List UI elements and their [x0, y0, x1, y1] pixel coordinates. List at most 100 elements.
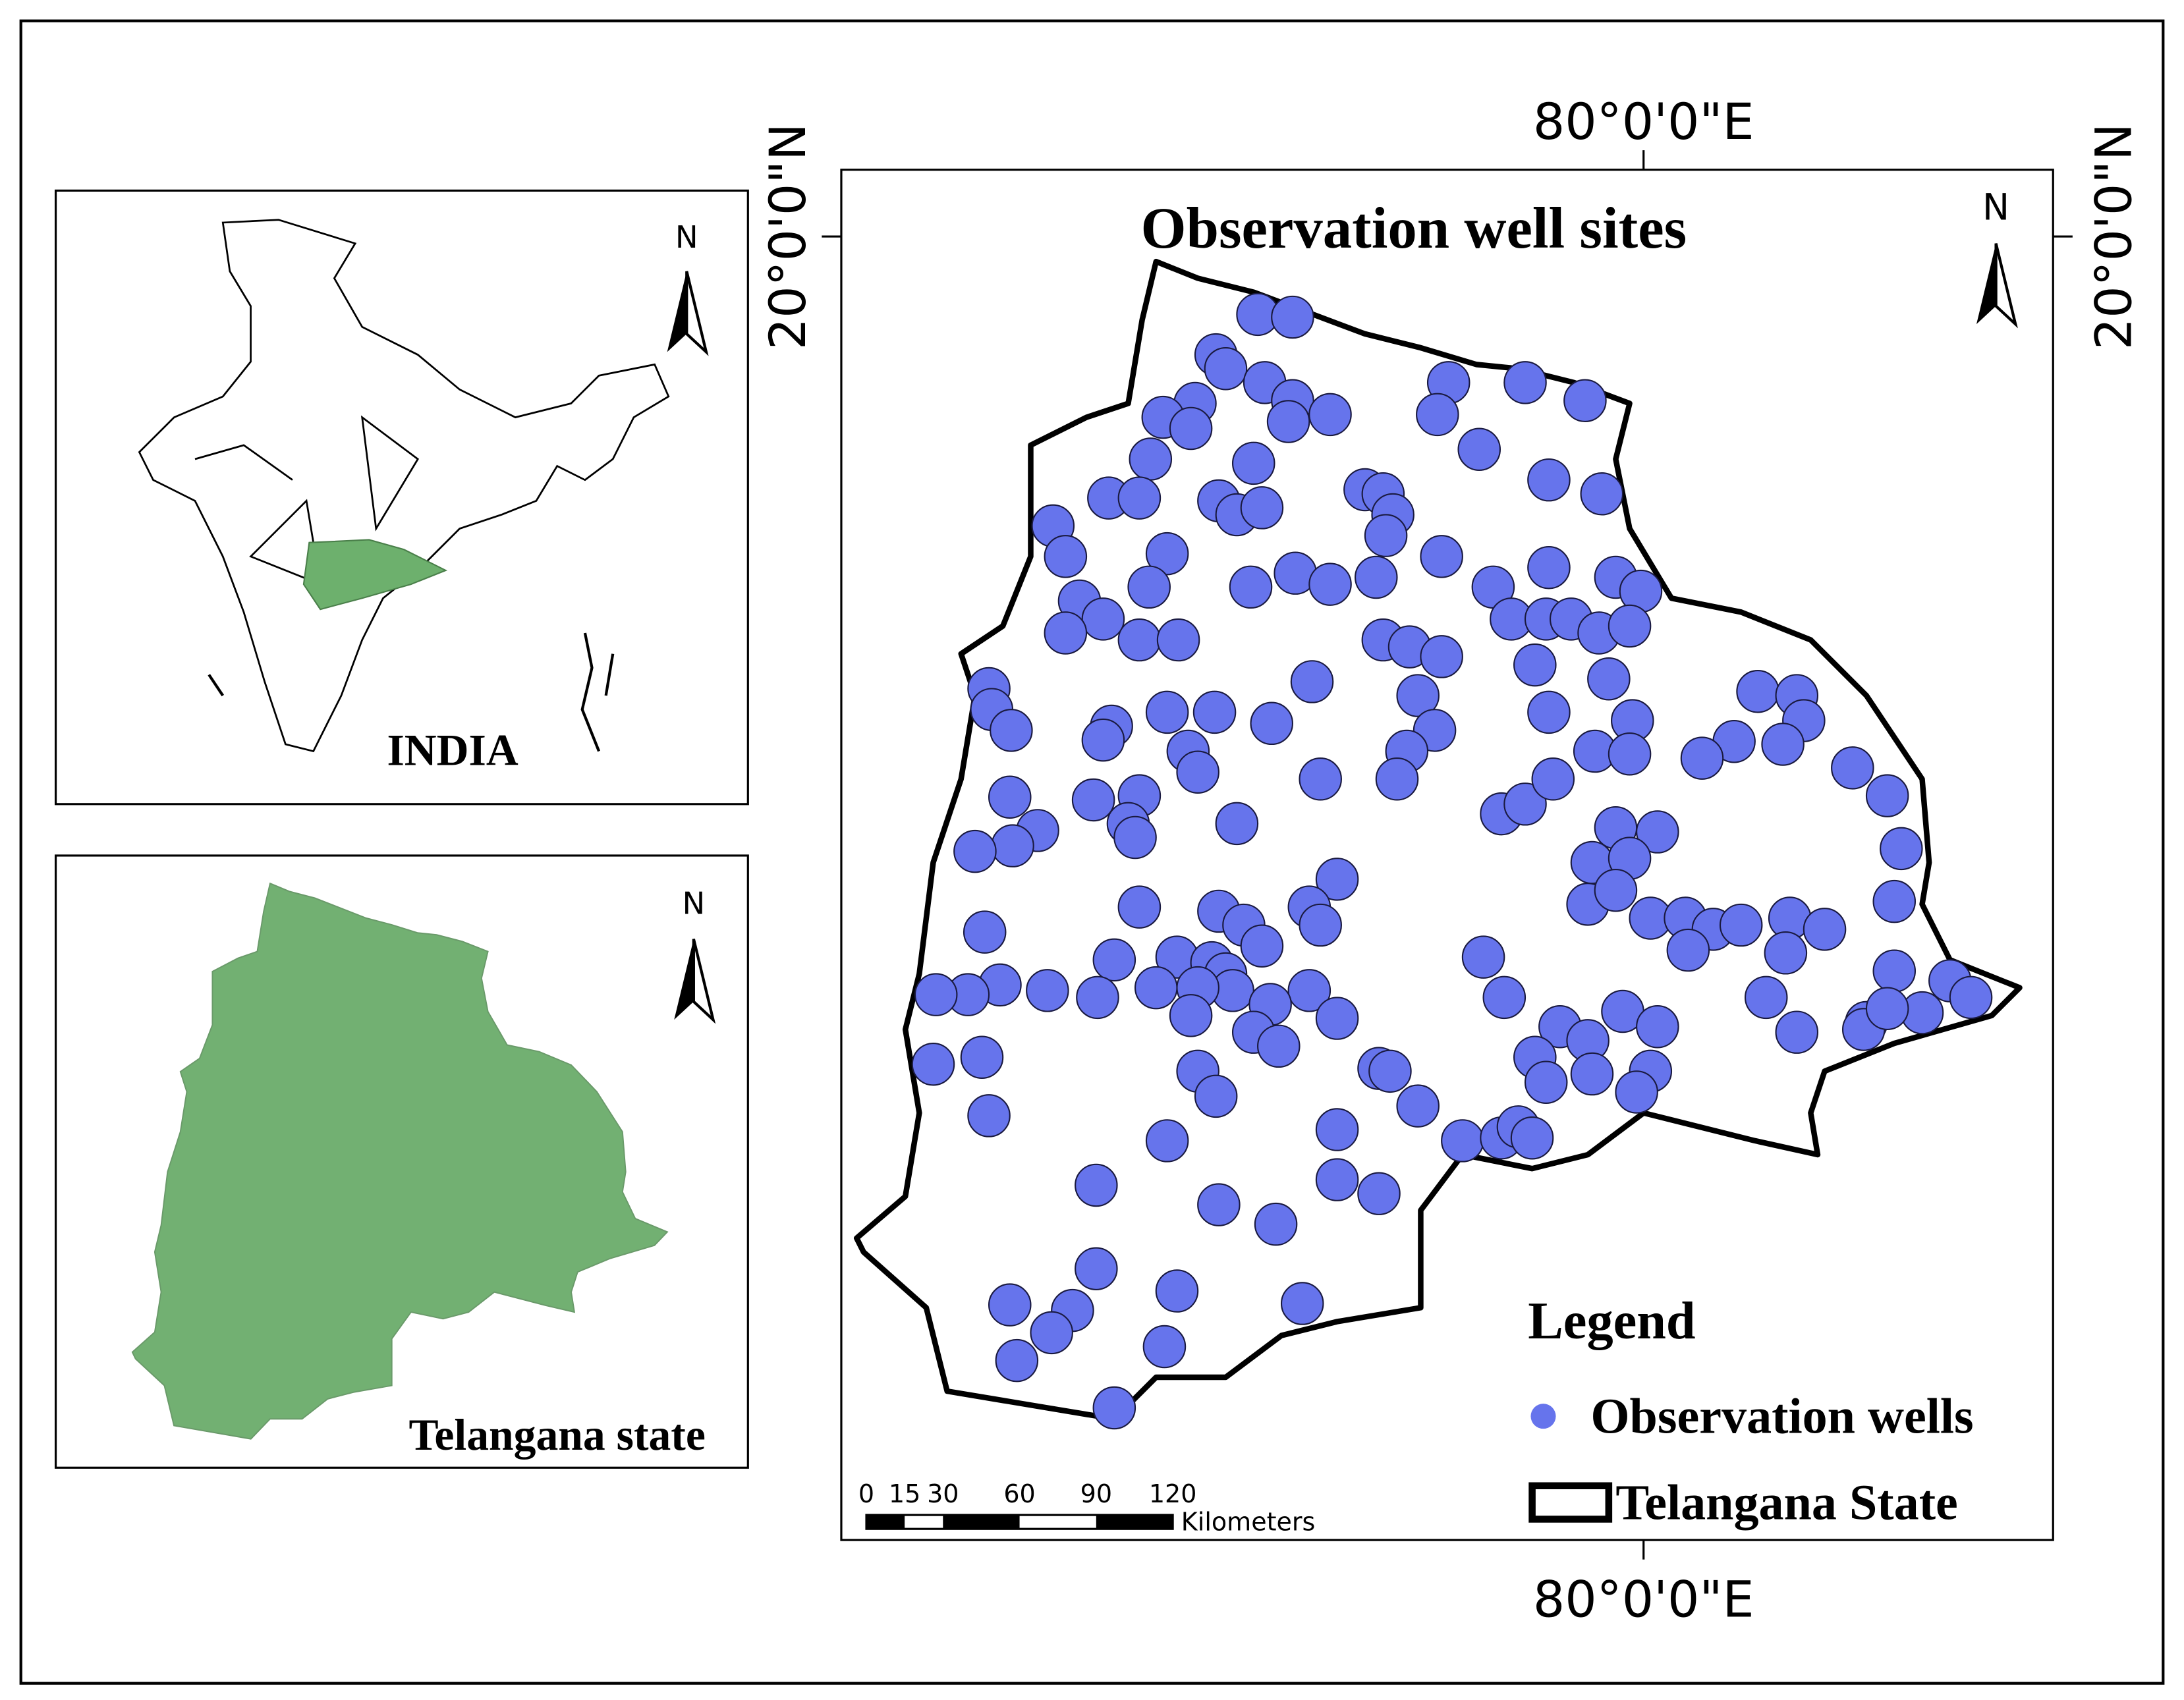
observation-well	[1744, 975, 1788, 1020]
scale-bar-unit: Kilometers	[1181, 1507, 1316, 1536]
observation-well	[1680, 736, 1724, 780]
observation-well	[1608, 732, 1652, 776]
observation-well	[990, 709, 1033, 752]
observation-well	[1315, 997, 1359, 1040]
observation-well	[911, 1043, 955, 1086]
observation-well	[1615, 1070, 1658, 1114]
observation-well	[1594, 869, 1638, 912]
legend-label: Observation wells	[1590, 1389, 1973, 1444]
observation-well	[1357, 1172, 1401, 1215]
observation-well	[1719, 903, 1763, 947]
observation-well	[1192, 690, 1237, 734]
india-inset-frame	[54, 189, 749, 806]
observation-well	[1831, 746, 1874, 790]
observation-well	[1375, 757, 1419, 801]
north-label: N	[1982, 186, 2009, 229]
observation-well	[1076, 975, 1119, 1020]
legend-label: Telangana State	[1615, 1475, 1957, 1530]
north-label: N	[675, 219, 698, 255]
observation-well	[1169, 994, 1213, 1037]
islands	[208, 632, 615, 752]
observation-well	[1764, 931, 1808, 975]
observation-well	[1092, 1386, 1136, 1430]
observation-well	[1580, 472, 1624, 516]
observation-well	[1142, 1325, 1187, 1369]
observation-well	[1145, 1119, 1189, 1163]
observation-well	[1030, 1311, 1073, 1355]
observation-well	[1266, 400, 1310, 443]
observation-well	[1510, 1116, 1554, 1160]
observation-well	[1482, 975, 1526, 1020]
scale-bar-segment	[1096, 1515, 1173, 1529]
observation-well	[1315, 858, 1359, 901]
observation-well	[1254, 1202, 1298, 1246]
observation-well	[1420, 535, 1463, 578]
observation-well	[1636, 1005, 1679, 1049]
observation-well	[953, 829, 997, 873]
observation-well	[1145, 532, 1189, 576]
observation-well	[1368, 1049, 1412, 1093]
observation-well	[1587, 657, 1631, 701]
observation-well	[1134, 966, 1178, 1010]
observation-well	[1231, 441, 1275, 485]
observation-well	[1145, 690, 1189, 734]
observation-well	[1420, 635, 1463, 678]
observation-well	[1127, 565, 1171, 609]
inset-label: INDIA	[387, 726, 518, 775]
observation-well	[1563, 379, 1607, 423]
observation-well	[1240, 486, 1284, 530]
observation-well	[1308, 562, 1352, 606]
observation-well	[1396, 1084, 1440, 1128]
observation-well	[1197, 1183, 1241, 1226]
observation-well	[1880, 827, 1923, 871]
north-label: N	[682, 886, 705, 921]
observation-well	[1156, 618, 1200, 662]
observation-well	[1117, 476, 1162, 520]
observation-well	[1355, 555, 1398, 599]
observation-well	[1308, 393, 1352, 437]
legend-symbol	[1528, 1482, 1613, 1523]
observation-well	[1169, 406, 1213, 451]
observation-well	[1194, 1074, 1238, 1118]
observation-well	[963, 910, 1007, 954]
observation-well	[1608, 604, 1652, 648]
observation-well	[1527, 458, 1571, 502]
observation-well	[1117, 618, 1162, 662]
observation-well	[1129, 437, 1173, 481]
legend-title: Legend	[1528, 1292, 1695, 1350]
observation-well	[1299, 757, 1342, 801]
observation-well	[1299, 903, 1342, 947]
observation-well	[1081, 597, 1125, 641]
latitude-label: 20°0'0"N	[758, 123, 817, 350]
observation-well	[1026, 969, 1069, 1012]
observation-well	[967, 1094, 1011, 1138]
observation-well	[1761, 723, 1805, 766]
observation-well	[1457, 427, 1501, 471]
outer-frame	[19, 19, 2165, 1685]
observation-well	[1666, 928, 1710, 972]
map-title: Observation well sites	[1141, 196, 1687, 261]
observation-well	[1636, 810, 1679, 854]
latitude-label: 20°0'0"N	[2085, 123, 2143, 350]
inset-label: Telangana state	[408, 1410, 705, 1460]
scale-bar-segment	[866, 1515, 905, 1529]
observation-well	[1155, 1269, 1199, 1313]
observation-well	[1315, 1158, 1359, 1201]
observation-well	[1315, 1108, 1359, 1151]
observation-well	[1775, 1010, 1819, 1054]
scale-bar-label: 90	[1080, 1479, 1112, 1508]
observation-well	[1872, 949, 1917, 993]
observation-well	[995, 1338, 1039, 1383]
longitude-label: 80°0'0"E	[1533, 92, 1754, 151]
observation-well	[1075, 1247, 1118, 1290]
observation-well	[988, 1283, 1032, 1327]
observation-well	[1044, 611, 1088, 655]
wells-layer	[911, 292, 1993, 1430]
observation-well	[1271, 295, 1314, 339]
observation-well	[1204, 346, 1248, 391]
scale-bar-segment	[943, 1515, 1020, 1529]
observation-well	[1396, 674, 1440, 717]
scale-bar-label: 60	[1003, 1479, 1035, 1508]
observation-well	[914, 973, 958, 1016]
